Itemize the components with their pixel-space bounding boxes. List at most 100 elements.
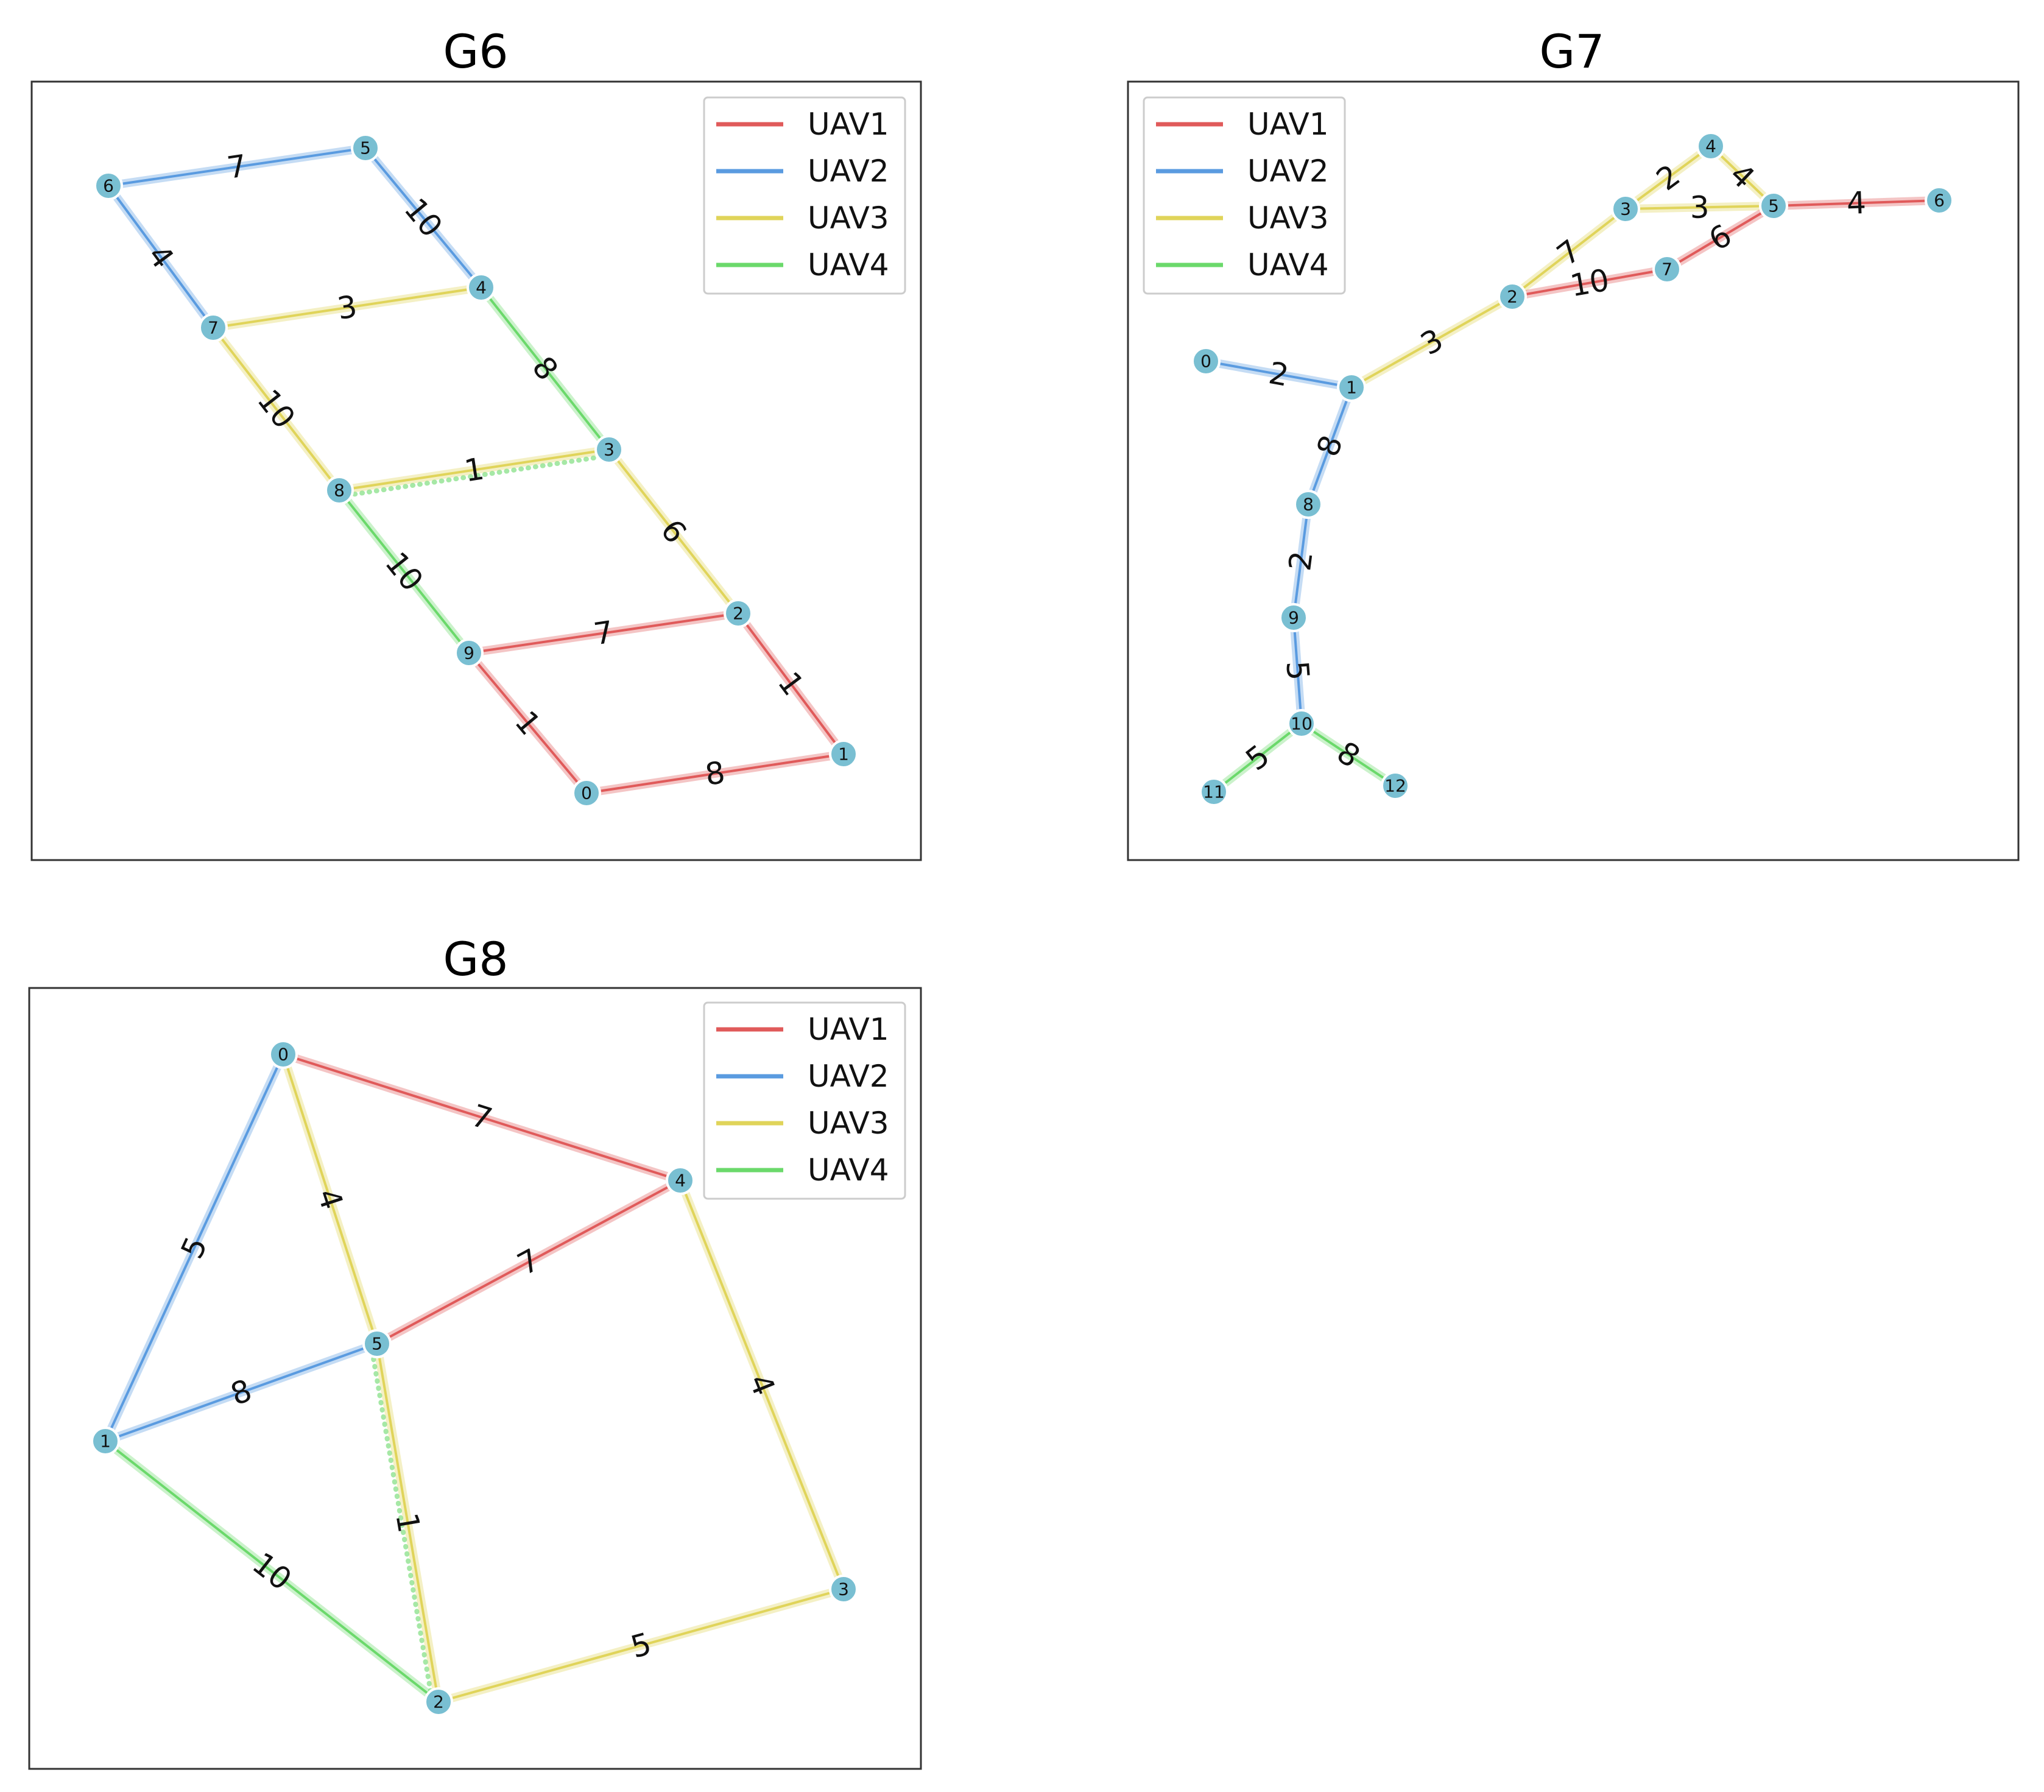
legend-label: UAV3	[1247, 200, 1329, 236]
node-circle	[362, 1329, 392, 1358]
node-circle	[1381, 771, 1410, 800]
node-2: 2	[424, 1687, 453, 1716]
edge-route-uav1	[1666, 205, 1775, 270]
legend-label: UAV1	[808, 1012, 889, 1047]
edge-9-2	[465, 609, 742, 657]
graph-g6: 71043810161071180123456789UAV1UAV2UAV3UA…	[30, 80, 922, 861]
edge-1-5	[101, 1339, 381, 1445]
node-label: 7	[1662, 259, 1672, 280]
edge-route-uav2	[104, 1053, 284, 1442]
node-label: 9	[1288, 608, 1299, 628]
node-9: 9	[1279, 603, 1308, 632]
edge-4-3	[676, 1176, 848, 1593]
edge-weight-label: 10	[1568, 262, 1612, 303]
edge-3-4	[1621, 142, 1715, 213]
node-4: 4	[467, 273, 496, 302]
edge-10-11	[1210, 719, 1306, 796]
node-circle	[1337, 373, 1366, 402]
edge-route-uav3	[376, 1342, 440, 1703]
node-4: 4	[1696, 132, 1725, 161]
edge-route-uav3	[212, 326, 340, 492]
edge-5-4	[361, 144, 485, 292]
legend-item-uav4: UAV4	[716, 1152, 889, 1188]
node-circle	[91, 1427, 120, 1456]
node-label: 9	[463, 643, 474, 663]
legend: UAV1 UAV2 UAV3 UAV4	[1143, 96, 1346, 295]
node-1: 1	[829, 739, 858, 769]
node-circle	[94, 171, 123, 200]
node-5: 5	[362, 1329, 392, 1358]
legend-label: UAV2	[808, 153, 889, 189]
node-label: 1	[100, 1431, 111, 1452]
edge-route-uav4-dotted	[337, 453, 613, 499]
edges-layer	[101, 1050, 848, 1706]
node-3: 3	[1611, 194, 1640, 224]
node-6: 6	[94, 171, 123, 200]
legend-label: UAV4	[1247, 247, 1329, 283]
edges-layer	[1202, 142, 1944, 796]
edge-route-uav2	[107, 185, 214, 329]
legend-label: UAV2	[808, 1059, 889, 1094]
edge-route-uav4	[104, 1440, 440, 1703]
node-label: 4	[1705, 136, 1716, 157]
node-7: 7	[1652, 255, 1682, 284]
node-label: 2	[433, 1692, 444, 1712]
node-label: 2	[1507, 287, 1518, 307]
edge-8-9	[1289, 500, 1313, 622]
edge-route-uav1	[468, 612, 739, 654]
edge-route-uav3	[1624, 145, 1712, 210]
legend-label: UAV4	[808, 247, 889, 283]
node-circle	[269, 1040, 298, 1069]
edge-weight-label: 1	[462, 451, 486, 489]
edge-route-uav4-dotted	[368, 1342, 435, 1706]
node-circle	[1199, 777, 1228, 806]
edge-3-2	[605, 445, 742, 618]
node-label: 1	[1346, 378, 1357, 398]
node-0: 0	[1191, 347, 1221, 376]
plot-frame	[30, 80, 922, 861]
edge-weight-label: 5	[1279, 660, 1316, 682]
edge-6-5	[104, 144, 370, 190]
edge-8-3	[335, 445, 613, 499]
node-circle	[1759, 191, 1788, 220]
edge-weight-label: 5	[174, 1232, 214, 1264]
edge-route-uav2	[1307, 386, 1353, 506]
legend-item-uav1: UAV1	[1156, 107, 1329, 142]
node-label: 4	[675, 1171, 686, 1191]
edge-1-8	[1304, 383, 1356, 509]
edge-route-uav3	[608, 448, 739, 615]
edge-route-uav3	[1624, 205, 1775, 210]
legend-item-uav1: UAV1	[716, 107, 889, 142]
legend-item-uav3: UAV3	[716, 1106, 889, 1141]
edge-route-uav2	[1292, 503, 1309, 619]
legend-item-uav4: UAV4	[1156, 247, 1329, 283]
panel-title-g6: G6	[443, 24, 509, 79]
edge-route-uav3	[338, 448, 610, 492]
legend-label: UAV4	[808, 1152, 889, 1188]
node-3: 3	[829, 1575, 858, 1604]
node-0: 0	[572, 778, 601, 808]
node-label: 7	[208, 318, 219, 338]
node-0: 0	[269, 1040, 298, 1069]
edge-1-2	[101, 1437, 443, 1706]
node-circle	[666, 1166, 695, 1195]
panel-title-g8: G8	[443, 932, 509, 986]
edge-route-uav1	[737, 612, 845, 755]
node-circle	[724, 599, 753, 628]
edge-5-2	[368, 1339, 443, 1706]
edge-route-uav2	[364, 147, 482, 289]
edge-route-uav2	[1205, 360, 1353, 389]
node-circle	[1696, 132, 1725, 161]
legend-item-uav3: UAV3	[1156, 200, 1329, 236]
node-label: 5	[360, 138, 371, 158]
legend: UAV1 UAV2 UAV3 UAV4	[703, 1001, 906, 1200]
node-3: 3	[594, 435, 624, 464]
node-1: 1	[91, 1427, 120, 1456]
panel-g8: G8 7 7 5 8 4 4 5 1 10 0 1 2 3 4 5 UAV1 UAV2 UAV3 UAV4	[0, 908, 974, 1792]
node-label: 6	[1934, 191, 1945, 211]
edge-route-uav1	[468, 652, 588, 794]
edge-7-4	[209, 283, 485, 332]
edge-weight-label: 2	[1266, 355, 1292, 393]
node-circle	[1294, 490, 1323, 519]
